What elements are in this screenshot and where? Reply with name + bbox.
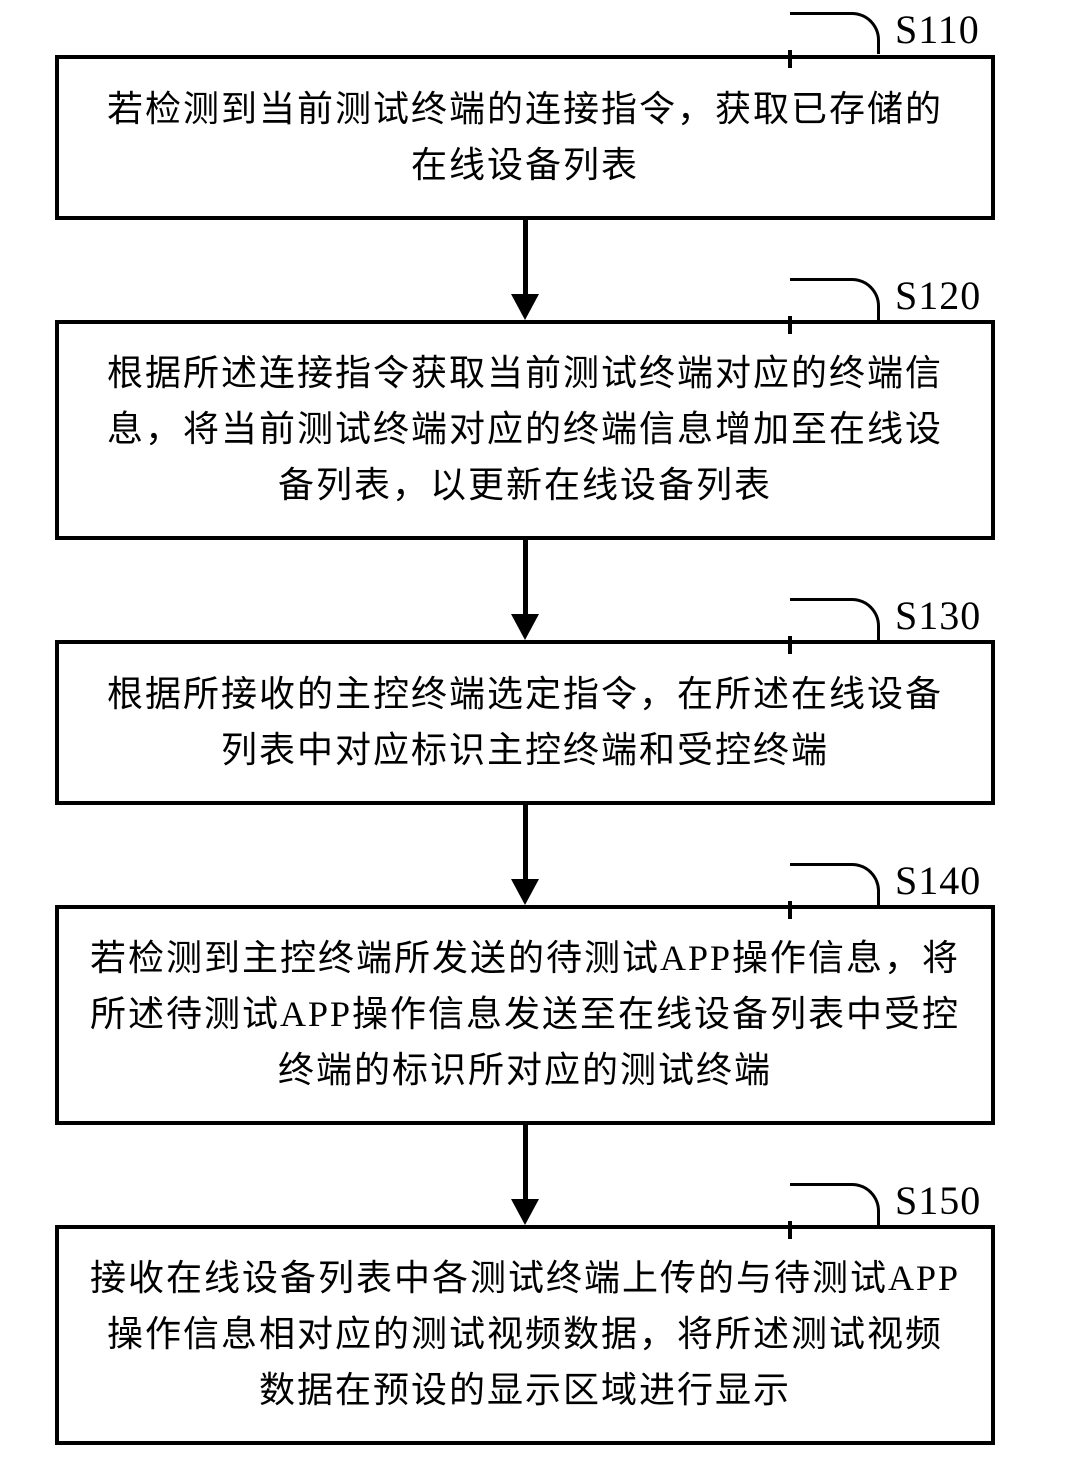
arrow-head-2 [511, 614, 539, 640]
arrow-head-1 [511, 294, 539, 320]
arrow-shaft-1 [523, 220, 528, 294]
step-label-s140: S140 [895, 857, 981, 904]
step-text-s120: 根据所述连接指令获取当前测试终端对应的终端信息，将当前测试终端对应的终端信息增加… [89, 346, 961, 513]
label-connector-tick-s130 [788, 636, 792, 654]
step-box-s150: 接收在线设备列表中各测试终端上传的与待测试APP操作信息相对应的测试视频数据，将… [55, 1225, 995, 1445]
arrow-head-3 [511, 879, 539, 905]
step-label-s120: S120 [895, 272, 981, 319]
arrow-shaft-3 [523, 805, 528, 879]
step-text-s110: 若检测到当前测试终端的连接指令，获取已存储的在线设备列表 [89, 82, 961, 194]
step-box-s120: 根据所述连接指令获取当前测试终端对应的终端信息，将当前测试终端对应的终端信息增加… [55, 320, 995, 540]
label-connector-s150 [790, 1183, 880, 1225]
arrow-shaft-2 [523, 540, 528, 614]
label-connector-tick-s140 [788, 901, 792, 919]
arrow-head-4 [511, 1199, 539, 1225]
arrow-shaft-4 [523, 1125, 528, 1199]
step-label-s130: S130 [895, 592, 981, 639]
flowchart-canvas: 若检测到当前测试终端的连接指令，获取已存储的在线设备列表 S110 根据所述连接… [0, 0, 1092, 1476]
label-connector-s130 [790, 598, 880, 640]
step-box-s110: 若检测到当前测试终端的连接指令，获取已存储的在线设备列表 [55, 55, 995, 220]
step-label-s150: S150 [895, 1177, 981, 1224]
label-connector-tick-s110 [788, 50, 792, 68]
step-text-s130: 根据所接收的主控终端选定指令，在所述在线设备列表中对应标识主控终端和受控终端 [89, 667, 961, 779]
label-connector-s110 [790, 12, 880, 54]
label-connector-tick-s150 [788, 1221, 792, 1239]
label-connector-s140 [790, 863, 880, 905]
label-connector-tick-s120 [788, 316, 792, 334]
step-box-s140: 若检测到主控终端所发送的待测试APP操作信息，将所述待测试APP操作信息发送至在… [55, 905, 995, 1125]
step-box-s130: 根据所接收的主控终端选定指令，在所述在线设备列表中对应标识主控终端和受控终端 [55, 640, 995, 805]
step-text-s150: 接收在线设备列表中各测试终端上传的与待测试APP操作信息相对应的测试视频数据，将… [89, 1251, 961, 1418]
label-connector-s120 [790, 278, 880, 320]
step-text-s140: 若检测到主控终端所发送的待测试APP操作信息，将所述待测试APP操作信息发送至在… [89, 931, 961, 1098]
step-label-s110: S110 [895, 6, 980, 53]
